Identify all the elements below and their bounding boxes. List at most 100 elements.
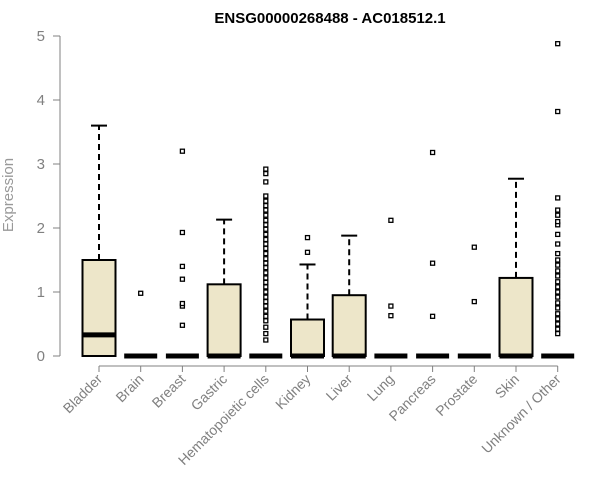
y-tick-label: 0 xyxy=(37,348,45,365)
box xyxy=(290,318,325,357)
y-tick-label: 4 xyxy=(37,92,45,109)
outlier-point xyxy=(263,337,269,343)
y-tick-label: 2 xyxy=(37,220,45,237)
outlier-point xyxy=(179,276,186,282)
outlier-point xyxy=(555,250,561,257)
outlier-point xyxy=(555,262,561,268)
box xyxy=(206,283,242,358)
outlier-point xyxy=(555,218,561,225)
outlier-point xyxy=(263,198,269,204)
outlier-point xyxy=(138,290,144,296)
outlier-point xyxy=(555,279,561,285)
y-axis: 0 1 2 3 4 5 xyxy=(37,28,61,365)
outlier-point xyxy=(263,193,269,199)
outlier-point xyxy=(263,226,269,232)
box-group xyxy=(124,290,158,359)
box xyxy=(498,276,534,358)
outlier-point xyxy=(263,222,269,228)
y-axis-label: Expression xyxy=(0,158,17,232)
outlier-point xyxy=(555,212,561,218)
box-group xyxy=(165,148,199,359)
outlier-point xyxy=(555,316,561,322)
outlier-point xyxy=(263,308,269,314)
box-group xyxy=(498,177,534,359)
x-tick-label: Skin xyxy=(492,371,523,402)
outlier-point xyxy=(555,241,561,247)
outlier-point xyxy=(555,326,561,332)
x-tick-label: Breast xyxy=(149,371,189,411)
outlier-point xyxy=(263,170,269,177)
outlier-point xyxy=(179,229,186,236)
outlier-point xyxy=(555,321,561,327)
box-group xyxy=(290,234,325,359)
outlier-point xyxy=(555,257,561,263)
outlier-point xyxy=(263,289,269,295)
outlier-point xyxy=(555,305,561,311)
outlier-point xyxy=(471,244,477,250)
y-tick-label: 3 xyxy=(37,156,45,173)
x-tick-label: Prostate xyxy=(432,371,480,419)
x-tick-label: Unknown / Other xyxy=(478,371,564,457)
outlier-point xyxy=(263,179,269,185)
outlier-point xyxy=(179,322,186,328)
chart-title: ENSG00000268488 - AC018512.1 xyxy=(214,10,445,27)
outlier-point xyxy=(555,311,561,317)
outlier-point xyxy=(263,275,269,281)
outlier-point xyxy=(263,202,269,209)
y-tick-label: 1 xyxy=(37,284,45,301)
outlier-point xyxy=(471,298,477,305)
outlier-point xyxy=(263,318,269,324)
outlier-point xyxy=(263,313,269,319)
x-tick-label: Bladder xyxy=(60,371,106,417)
outlier-point xyxy=(555,294,561,300)
x-tick-label: Liver xyxy=(323,371,356,404)
outlier-point xyxy=(429,260,436,266)
outlier-point xyxy=(555,284,561,290)
x-tick-label: Lung xyxy=(364,371,397,404)
outlier-point xyxy=(555,273,561,279)
y-tick-label: 5 xyxy=(37,28,45,45)
outlier-point xyxy=(263,260,269,266)
box-group xyxy=(249,166,283,359)
box-group xyxy=(374,217,408,359)
x-tick-label: Brain xyxy=(112,371,146,405)
outlier-point xyxy=(179,148,186,154)
outlier-point xyxy=(263,231,269,238)
outlier-point xyxy=(263,250,269,257)
outlier-point xyxy=(263,265,269,271)
x-tick-label: Kidney xyxy=(272,371,314,413)
outlier-point xyxy=(179,300,186,307)
outlier-point xyxy=(555,289,561,295)
box-group xyxy=(331,234,367,359)
outlier-point xyxy=(388,303,394,309)
outlier-point xyxy=(429,149,436,156)
outlier-point xyxy=(263,207,269,213)
outlier-point xyxy=(555,41,561,47)
outlier-point xyxy=(555,195,561,201)
box xyxy=(331,294,367,358)
outlier-point xyxy=(179,263,186,270)
outlier-point xyxy=(263,245,269,252)
box xyxy=(81,259,117,357)
outlier-point xyxy=(555,231,561,238)
outlier-point xyxy=(555,300,561,306)
outlier-point xyxy=(263,298,269,305)
outlier-point xyxy=(388,313,394,319)
outlier-point xyxy=(263,270,269,276)
outlier-point xyxy=(263,330,269,337)
outlier-point xyxy=(263,279,269,286)
box-group xyxy=(206,218,242,359)
outlier-point xyxy=(263,256,269,262)
outlier-point xyxy=(388,217,394,223)
outlier-point xyxy=(304,234,311,241)
outlier-point xyxy=(304,249,311,255)
outlier-point xyxy=(555,207,561,213)
box-group xyxy=(541,41,575,359)
outlier-point xyxy=(555,108,561,115)
outlier-point xyxy=(263,217,269,223)
box-group xyxy=(81,124,117,357)
plot-area xyxy=(81,41,575,359)
outlier-point xyxy=(555,330,561,337)
outlier-point xyxy=(263,241,269,247)
